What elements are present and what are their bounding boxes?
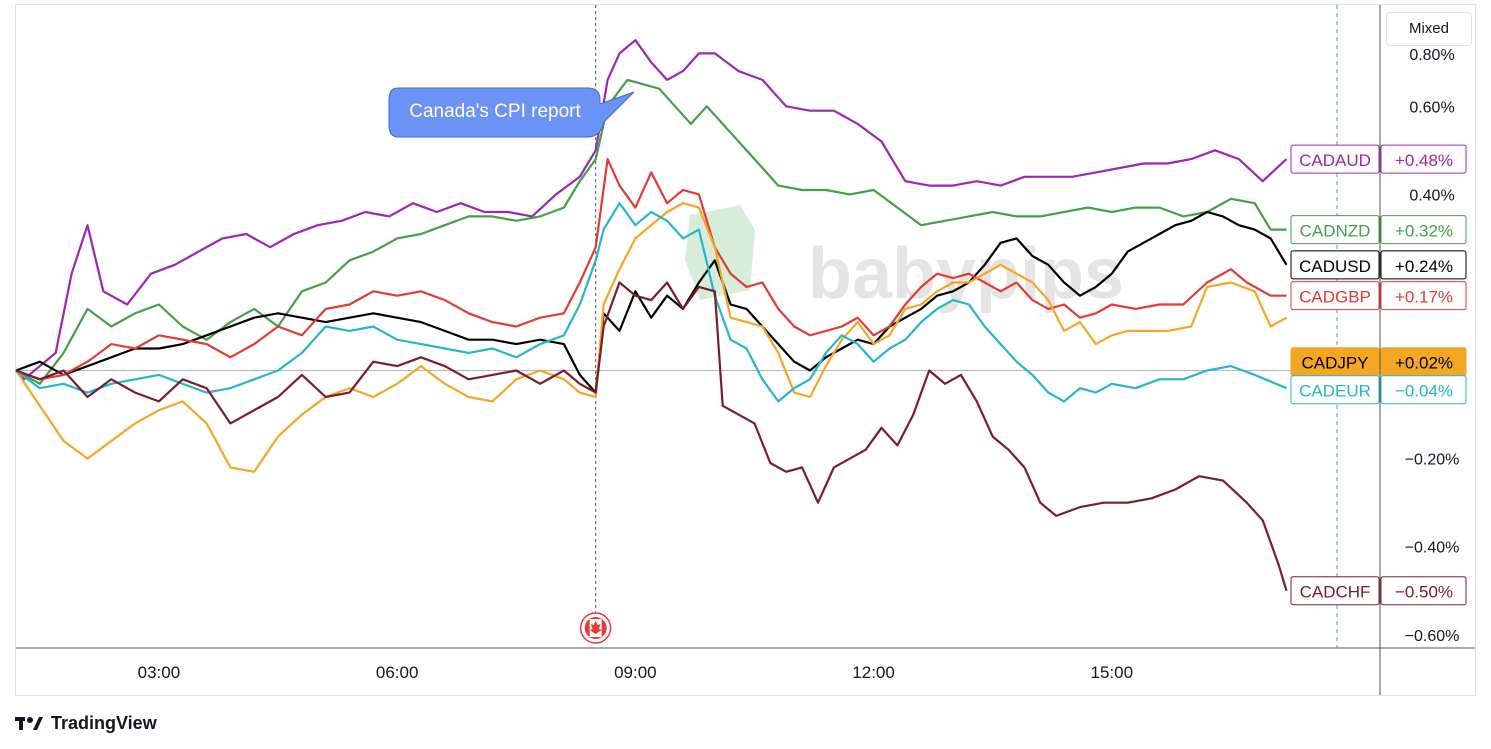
series-value-tag-cadusd xyxy=(1380,250,1467,280)
series-line-cadnzd[interactable] xyxy=(15,78,1287,385)
cpi-annotation-text: Canada's CPI report xyxy=(409,101,581,122)
y-tick-label: 0.60% xyxy=(1409,99,1454,116)
series-value-label-cadusd: +0.24% xyxy=(1395,257,1453,276)
chart-frame xyxy=(15,4,1476,696)
series-value-label-cadjpy: +0.02% xyxy=(1395,354,1453,373)
series-name-label-cadaud: CADAUD xyxy=(1299,151,1371,170)
series-name-tag-cadnzd xyxy=(1290,215,1380,245)
y-tick-label-partial: 0.80% xyxy=(1409,47,1454,64)
x-tick-label: 06:00 xyxy=(376,663,419,682)
series-value-label-cadgbp: +0.17% xyxy=(1395,288,1453,307)
series-name-label-cadchf: CADCHF xyxy=(1300,583,1371,602)
series-line-cadaud[interactable] xyxy=(15,39,1288,381)
series-name-label-cadusd: CADUSD xyxy=(1299,257,1371,276)
series-name-label-cadjpy: CADJPY xyxy=(1301,354,1368,373)
y-tick-label: −0.60% xyxy=(1405,628,1460,645)
x-tick-label: 03:00 xyxy=(138,663,181,682)
series-name-tag-cadchf xyxy=(1290,576,1380,606)
series-line-cadusd[interactable] xyxy=(15,210,1288,394)
series-name-tag-cadaud xyxy=(1290,144,1380,174)
series-value-tag-cadaud xyxy=(1380,144,1467,174)
series-name-tag-cadeur xyxy=(1290,375,1380,405)
series-value-label-cadaud: +0.48% xyxy=(1395,151,1453,170)
tradingview-logo-icon xyxy=(15,717,43,730)
series-name-tag-cadusd xyxy=(1290,250,1380,280)
canada-flag-icon[interactable] xyxy=(579,612,612,644)
y-tick-label: 0.40% xyxy=(1409,187,1454,204)
cpi-annotation-callout[interactable]: Canada's CPI report xyxy=(388,87,635,138)
series-value-label-cadnzd: +0.32% xyxy=(1395,222,1453,241)
tradingview-logo-text: TradingView xyxy=(51,712,157,733)
series-name-label-cadeur: CADEUR xyxy=(1299,382,1371,401)
x-tick-label: 09:00 xyxy=(614,663,657,682)
tradingview-logo[interactable]: TradingView xyxy=(15,712,157,734)
series-value-tag-cadgbp xyxy=(1380,281,1467,311)
series-name-tag-cadgbp xyxy=(1290,281,1380,311)
series-line-cadeur[interactable] xyxy=(15,202,1287,403)
scale-mode-button[interactable]: Mixed xyxy=(1386,12,1472,46)
y-tick-label: −0.40% xyxy=(1405,540,1460,557)
series-value-label-cadchf: −0.50% xyxy=(1395,583,1453,602)
series-name-label-cadnzd: CADNZD xyxy=(1300,222,1371,241)
x-tick-label: 15:00 xyxy=(1091,663,1134,682)
series-value-label-cadeur: −0.04% xyxy=(1395,382,1453,401)
series-line-cadjpy[interactable] xyxy=(15,202,1288,473)
babypips-watermark: babypips xyxy=(685,205,1124,314)
series-line-cadchf[interactable] xyxy=(15,281,1288,592)
series-name-label-cadgbp: CADGBP xyxy=(1299,288,1371,307)
series-value-tag-cadnzd xyxy=(1380,215,1467,245)
series-value-tag-cadeur xyxy=(1380,375,1467,405)
x-tick-label: 12:00 xyxy=(852,663,895,682)
y-tick-label: −0.20% xyxy=(1405,452,1460,469)
series-value-tag-cadchf xyxy=(1380,576,1467,606)
